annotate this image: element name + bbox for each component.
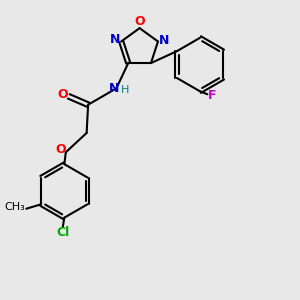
Text: F: F <box>208 89 217 102</box>
Text: Cl: Cl <box>56 226 70 239</box>
Text: N: N <box>109 82 119 95</box>
Text: H: H <box>121 85 129 95</box>
Text: CH₃: CH₃ <box>4 202 25 212</box>
Text: O: O <box>57 88 68 101</box>
Text: O: O <box>55 143 66 156</box>
Text: N: N <box>159 34 170 46</box>
Text: N: N <box>110 33 120 46</box>
Text: O: O <box>134 15 145 28</box>
